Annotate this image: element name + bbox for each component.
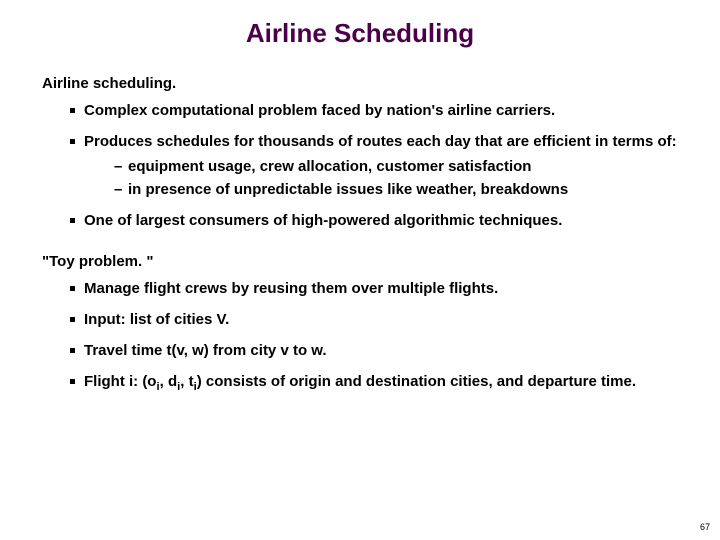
list-item: Input: list of cities V. bbox=[70, 309, 678, 330]
bullet-text: Flight i: (oi, di, ti) consists of origi… bbox=[84, 373, 636, 390]
sublist-item: in presence of unpredictable issues like… bbox=[114, 179, 678, 200]
section-2-list: Manage flight crews by reusing them over… bbox=[42, 278, 678, 396]
bullet-text: Complex computational problem faced by n… bbox=[84, 102, 555, 119]
bullet-text: One of largest consumers of high-powered… bbox=[84, 212, 562, 229]
slide-title: Airline Scheduling bbox=[42, 18, 678, 49]
section-1-label: Airline scheduling. bbox=[42, 75, 678, 92]
sublist: equipment usage, crew allocation, custom… bbox=[84, 156, 678, 200]
list-item: Manage flight crews by reusing them over… bbox=[70, 278, 678, 299]
section-1-list: Complex computational problem faced by n… bbox=[42, 100, 678, 231]
bullet-text: Manage flight crews by reusing them over… bbox=[84, 280, 498, 297]
sublist-item: equipment usage, crew allocation, custom… bbox=[114, 156, 678, 177]
list-item: Complex computational problem faced by n… bbox=[70, 100, 678, 121]
list-item: Produces schedules for thousands of rout… bbox=[70, 131, 678, 200]
list-item: One of largest consumers of high-powered… bbox=[70, 210, 678, 231]
list-item: Travel time t(v, w) from city v to w. bbox=[70, 340, 678, 361]
bullet-text: Produces schedules for thousands of rout… bbox=[84, 133, 677, 150]
bullet-text: Input: list of cities V. bbox=[84, 311, 229, 328]
bullet-text: Travel time t(v, w) from city v to w. bbox=[84, 342, 327, 359]
section-2-label: "Toy problem. " bbox=[42, 253, 678, 270]
list-item: Flight i: (oi, di, ti) consists of origi… bbox=[70, 371, 678, 396]
page-number: 67 bbox=[700, 522, 710, 532]
